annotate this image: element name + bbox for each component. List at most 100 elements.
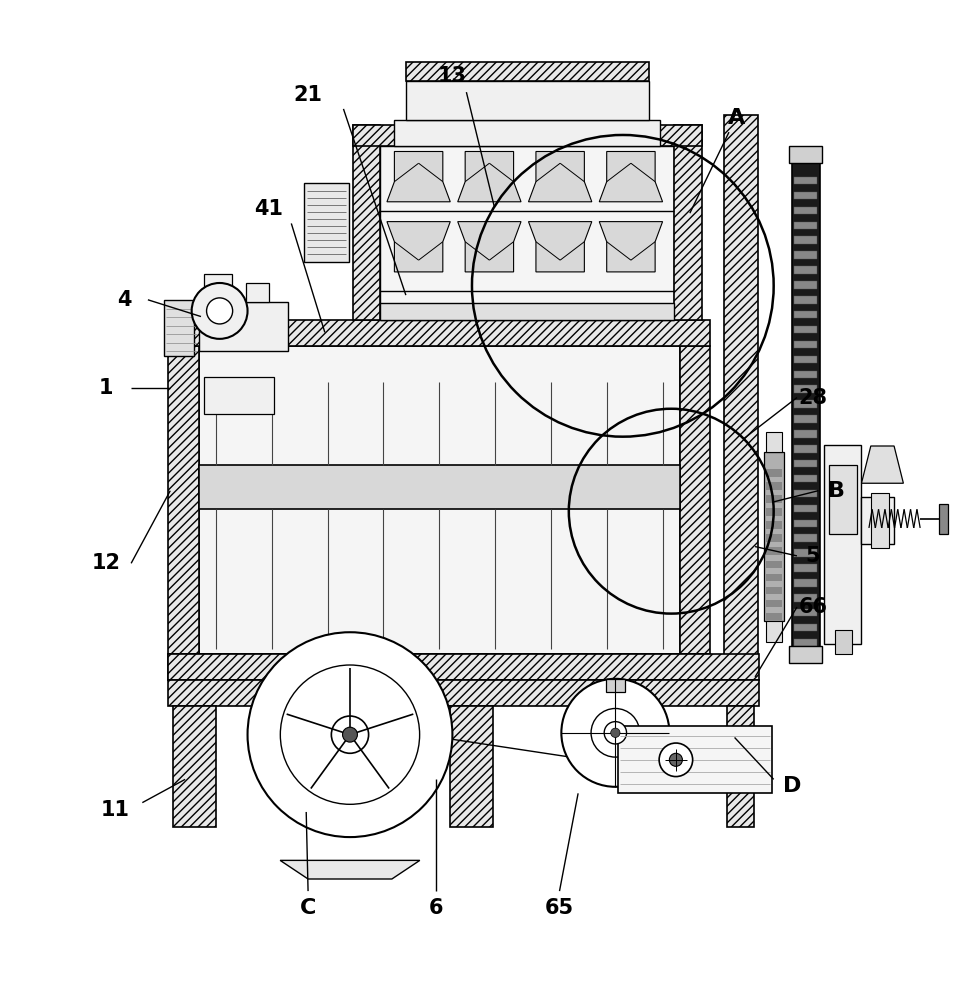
Circle shape <box>247 632 452 837</box>
Bar <box>824 445 860 644</box>
Bar <box>169 680 759 706</box>
Bar <box>763 452 783 621</box>
Bar <box>794 430 816 438</box>
Bar <box>794 326 816 333</box>
Bar <box>199 465 679 509</box>
Bar <box>794 624 816 631</box>
Polygon shape <box>387 222 450 272</box>
Polygon shape <box>528 222 591 272</box>
Bar <box>794 311 816 318</box>
Bar <box>450 706 492 827</box>
Bar <box>794 400 816 408</box>
Bar <box>765 534 782 542</box>
Bar <box>765 613 782 620</box>
Text: 13: 13 <box>437 66 466 86</box>
Bar <box>794 505 816 512</box>
Bar <box>765 495 782 503</box>
Bar <box>794 207 816 214</box>
Bar <box>794 549 816 557</box>
Bar <box>860 497 893 544</box>
Bar <box>794 326 816 333</box>
Polygon shape <box>457 222 520 272</box>
Bar <box>794 266 816 274</box>
Bar <box>794 385 816 393</box>
Bar <box>794 222 816 229</box>
Bar <box>304 183 349 262</box>
Text: 65: 65 <box>545 898 574 918</box>
Bar <box>794 520 816 527</box>
Circle shape <box>342 727 357 742</box>
Polygon shape <box>599 151 662 202</box>
Bar <box>794 520 816 527</box>
Bar <box>794 311 816 318</box>
Bar <box>794 207 816 214</box>
Circle shape <box>590 708 639 757</box>
Bar <box>794 296 816 304</box>
Bar <box>794 594 816 602</box>
Bar <box>203 274 232 302</box>
Polygon shape <box>280 860 420 879</box>
Bar <box>169 654 759 680</box>
Bar <box>794 281 816 289</box>
Bar <box>794 415 816 423</box>
Bar <box>794 430 816 438</box>
Bar <box>394 120 660 146</box>
Text: 6: 6 <box>428 898 443 918</box>
Bar <box>765 587 782 594</box>
Circle shape <box>192 283 247 339</box>
Polygon shape <box>599 222 662 272</box>
Bar <box>765 600 782 607</box>
Bar <box>870 493 889 548</box>
Bar <box>199 302 287 351</box>
Bar <box>794 609 816 616</box>
Text: 66: 66 <box>797 597 827 617</box>
Bar <box>794 475 816 482</box>
Bar <box>788 646 822 663</box>
Bar <box>606 679 624 692</box>
Bar <box>794 356 816 363</box>
Bar <box>765 574 782 581</box>
Text: 11: 11 <box>101 800 130 820</box>
Bar <box>794 236 816 244</box>
Bar <box>794 356 816 363</box>
Bar <box>405 81 648 120</box>
Bar <box>617 726 771 793</box>
Bar <box>380 303 673 320</box>
Bar <box>794 177 816 184</box>
Bar <box>203 377 273 414</box>
Bar <box>794 594 816 602</box>
Circle shape <box>669 753 682 766</box>
Bar <box>794 549 816 557</box>
Bar <box>794 564 816 572</box>
Bar <box>794 639 816 646</box>
Text: A: A <box>727 108 744 128</box>
Bar <box>765 621 782 642</box>
Bar <box>794 639 816 646</box>
Bar <box>794 564 816 572</box>
Bar <box>765 547 782 555</box>
Bar <box>794 624 816 631</box>
Bar <box>794 460 816 467</box>
Bar <box>727 706 753 827</box>
Polygon shape <box>457 151 520 202</box>
Bar <box>834 630 852 654</box>
Text: B: B <box>828 481 845 501</box>
Text: 21: 21 <box>294 85 323 105</box>
Bar <box>794 534 816 542</box>
Bar <box>199 346 679 654</box>
Bar <box>794 579 816 587</box>
Bar <box>765 432 782 452</box>
Bar <box>794 415 816 423</box>
Circle shape <box>561 679 669 787</box>
Bar <box>794 534 816 542</box>
Bar <box>794 192 816 199</box>
Circle shape <box>280 665 420 804</box>
Bar <box>794 475 816 482</box>
Bar <box>794 266 816 274</box>
Bar <box>164 300 194 356</box>
Text: 4: 4 <box>117 290 132 310</box>
Text: D: D <box>782 776 800 796</box>
Bar <box>172 706 216 827</box>
Circle shape <box>659 743 692 777</box>
Text: 41: 41 <box>254 199 283 219</box>
